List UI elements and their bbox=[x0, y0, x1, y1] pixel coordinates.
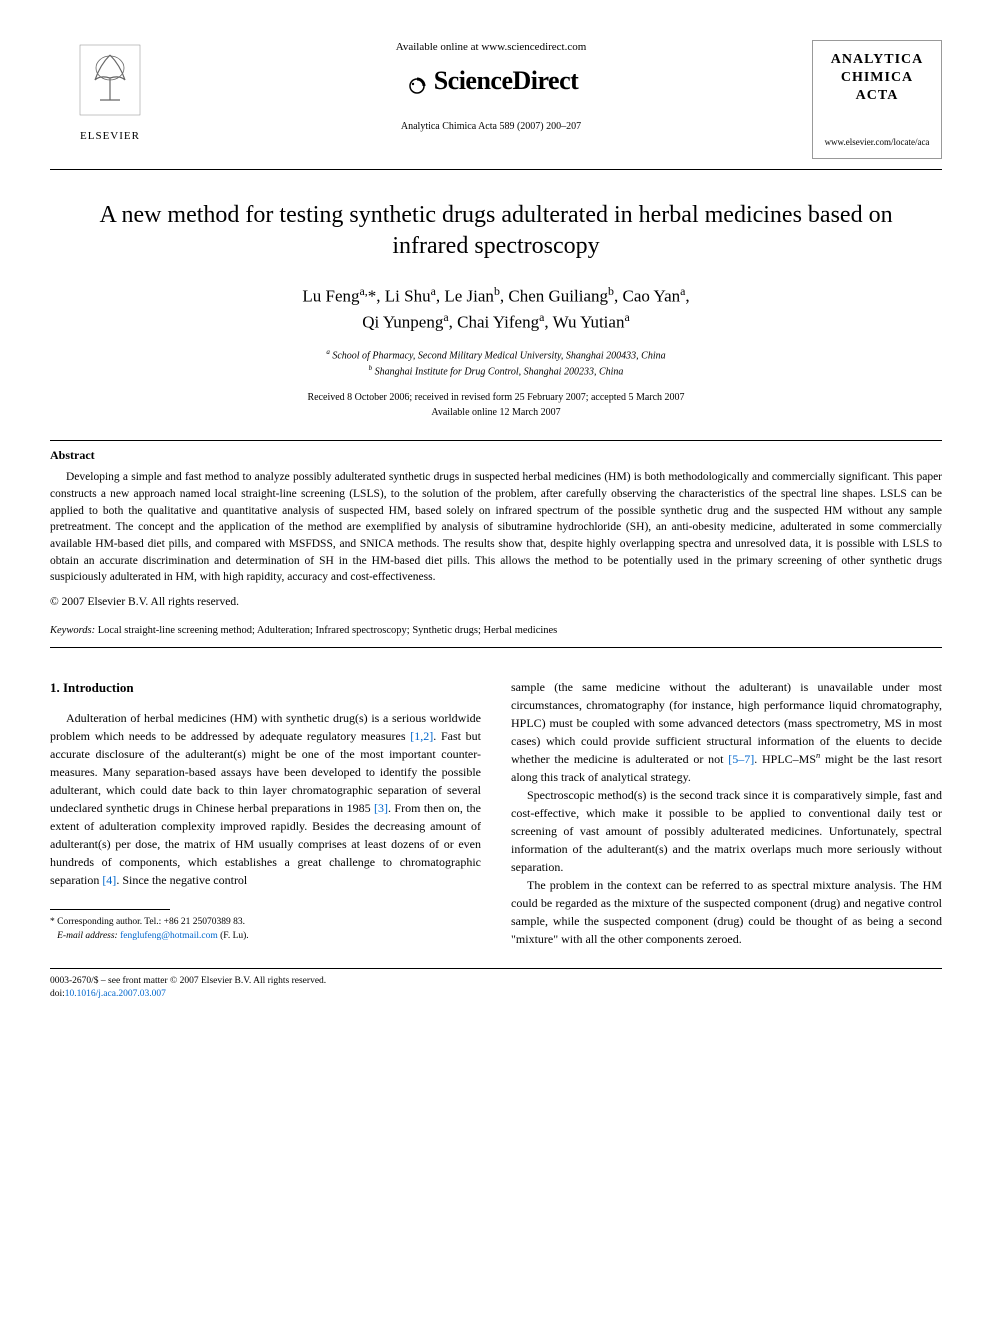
header-rule bbox=[50, 169, 942, 170]
elsevier-tree-logo bbox=[75, 40, 145, 120]
corresponding-star: * bbox=[368, 286, 377, 305]
author-sep: , Wu Yutian bbox=[544, 312, 624, 331]
citation-link[interactable]: [1,2] bbox=[410, 729, 433, 743]
article-dates: Received 8 October 2006; received in rev… bbox=[50, 390, 942, 420]
sciencedirect-icon bbox=[404, 73, 430, 99]
abstract-text: Developing a simple and fast method to a… bbox=[50, 469, 942, 586]
author-sep: , bbox=[685, 286, 689, 305]
citation-link[interactable]: [5–7] bbox=[728, 752, 754, 766]
article-title: A new method for testing synthetic drugs… bbox=[90, 200, 902, 262]
sciencedirect-text: ScienceDirect bbox=[434, 66, 579, 95]
publisher-block: ELSEVIER bbox=[50, 40, 170, 145]
author-sep: , Le Jian bbox=[436, 286, 494, 305]
right-column: sample (the same medicine without the ad… bbox=[511, 678, 942, 948]
author-sep: , Li Shu bbox=[376, 286, 430, 305]
footnote-separator bbox=[50, 909, 170, 910]
affiliation-b: Shanghai Institute for Drug Control, Sha… bbox=[372, 367, 623, 378]
affil-sup: a bbox=[624, 310, 629, 324]
keywords-text: Local straight-line screening method; Ad… bbox=[95, 625, 557, 636]
corresponding-footnote: * Corresponding author. Tel.: +86 21 250… bbox=[50, 916, 481, 943]
footnote-text: Corresponding author. Tel.: +86 21 25070… bbox=[55, 917, 245, 927]
journal-name-line1: ANALYTICA bbox=[819, 51, 935, 69]
header-center: Available online at www.sciencedirect.co… bbox=[170, 40, 812, 134]
citation-link[interactable]: [4] bbox=[102, 873, 116, 887]
affiliation-a: School of Pharmacy, Second Military Medi… bbox=[330, 350, 666, 361]
journal-name: ANALYTICA CHIMICA ACTA bbox=[819, 51, 935, 106]
journal-name-line3: ACTA bbox=[819, 87, 935, 105]
doi-link[interactable]: 10.1016/j.aca.2007.03.007 bbox=[65, 989, 166, 999]
author: Lu Feng bbox=[302, 286, 359, 305]
sciencedirect-brand: ScienceDirect bbox=[190, 63, 792, 99]
journal-reference: Analytica Chimica Acta 589 (2007) 200–20… bbox=[190, 120, 792, 134]
footer-separator bbox=[50, 968, 942, 969]
affil-sup: a, bbox=[360, 284, 368, 298]
keywords: Keywords: Local straight-line screening … bbox=[50, 624, 942, 639]
journal-url: www.elsevier.com/locate/aca bbox=[819, 136, 935, 149]
text-run: . Since the negative control bbox=[116, 873, 247, 887]
footer-copyright: 0003-2670/$ – see front matter © 2007 El… bbox=[50, 976, 326, 986]
keywords-label: Keywords: bbox=[50, 625, 95, 636]
text-run: The problem in the context can be referr… bbox=[511, 878, 942, 946]
dates-received: Received 8 October 2006; received in rev… bbox=[307, 392, 684, 403]
email-link[interactable]: fenglufeng@hotmail.com bbox=[118, 931, 218, 941]
intro-paragraph-1-cont: sample (the same medicine without the ad… bbox=[511, 678, 942, 786]
intro-paragraph-1: Adulteration of herbal medicines (HM) wi… bbox=[50, 709, 481, 889]
author-sep: , Chen Guiliang bbox=[500, 286, 608, 305]
dates-online: Available online 12 March 2007 bbox=[431, 407, 560, 418]
page-container: ELSEVIER Available online at www.science… bbox=[0, 0, 992, 1041]
text-run: Spectroscopic method(s) is the second tr… bbox=[511, 788, 942, 874]
abstract-rule-top bbox=[50, 440, 942, 441]
author: Qi Yunpeng bbox=[362, 312, 443, 331]
intro-paragraph-3: The problem in the context can be referr… bbox=[511, 876, 942, 948]
body-two-column: 1. Introduction Adulteration of herbal m… bbox=[50, 678, 942, 948]
email-label: E-mail address: bbox=[57, 931, 118, 941]
journal-title-box: ANALYTICA CHIMICA ACTA www.elsevier.com/… bbox=[812, 40, 942, 159]
abstract-rule-bottom bbox=[50, 647, 942, 648]
left-column: 1. Introduction Adulteration of herbal m… bbox=[50, 678, 481, 948]
authors-list: Lu Fenga,*, Li Shua, Le Jianb, Chen Guil… bbox=[50, 283, 942, 335]
author-sep: , Cao Yan bbox=[614, 286, 680, 305]
doi-prefix: doi: bbox=[50, 989, 65, 999]
footer: 0003-2670/$ – see front matter © 2007 El… bbox=[50, 975, 942, 1002]
header-row: ELSEVIER Available online at www.science… bbox=[50, 40, 942, 159]
copyright-line: © 2007 Elsevier B.V. All rights reserved… bbox=[50, 594, 942, 610]
text-run: . HPLC–MS bbox=[754, 752, 816, 766]
section-1-heading: 1. Introduction bbox=[50, 678, 481, 698]
email-suffix: (F. Lu). bbox=[218, 931, 249, 941]
publisher-name: ELSEVIER bbox=[50, 129, 170, 144]
citation-link[interactable]: [3] bbox=[374, 801, 388, 815]
intro-paragraph-2: Spectroscopic method(s) is the second tr… bbox=[511, 786, 942, 876]
journal-name-line2: CHIMICA bbox=[819, 69, 935, 87]
affiliations: a School of Pharmacy, Second Military Me… bbox=[50, 347, 942, 380]
available-online-text: Available online at www.sciencedirect.co… bbox=[190, 40, 792, 55]
abstract-body: Developing a simple and fast method to a… bbox=[50, 471, 942, 583]
abstract-heading: Abstract bbox=[50, 447, 942, 464]
author-sep: , Chai Yifeng bbox=[449, 312, 540, 331]
